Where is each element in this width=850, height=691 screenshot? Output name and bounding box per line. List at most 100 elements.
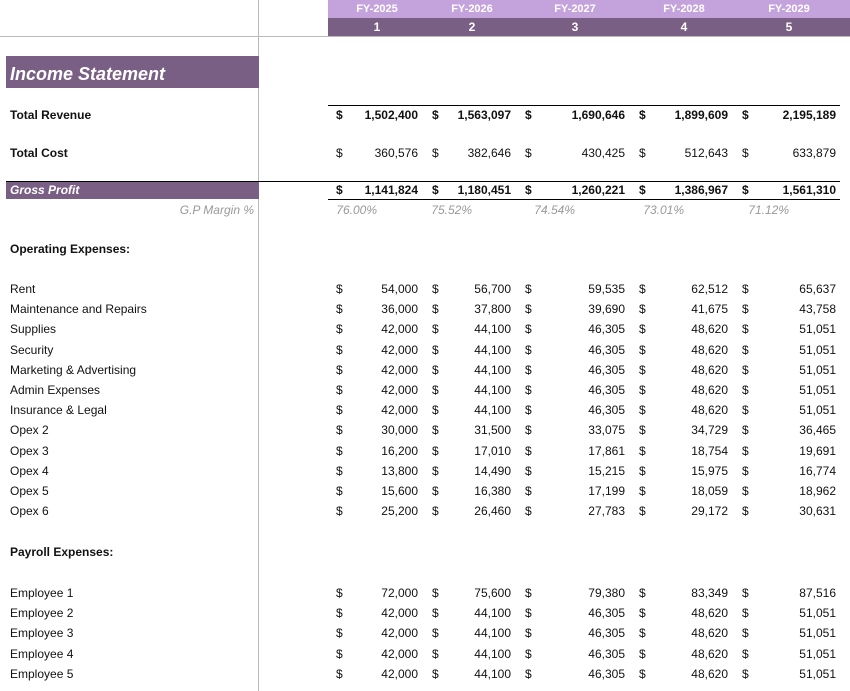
- currency-symbol: $: [336, 362, 343, 377]
- cell-value: 15,600: [381, 484, 418, 498]
- cell-value: 56,700: [474, 282, 511, 296]
- section-title: Operating Expenses:: [10, 242, 131, 256]
- cell-value: 51,051: [799, 666, 836, 681]
- cell-value: 42,000: [381, 606, 418, 621]
- currency-symbol: $: [336, 183, 343, 197]
- currency-symbol: $: [525, 322, 532, 337]
- currency-symbol: $: [742, 403, 749, 418]
- currency-symbol: $: [742, 322, 749, 337]
- currency-symbol: $: [336, 302, 343, 317]
- currency-symbol: $: [336, 626, 343, 641]
- currency-symbol: $: [639, 646, 646, 661]
- period-header: 1: [373, 20, 381, 34]
- cell-value: 13,800: [381, 463, 418, 478]
- currency-symbol: $: [432, 484, 439, 498]
- cell-value: 18,962: [799, 484, 836, 498]
- cell-value: 1,563,097: [457, 108, 511, 122]
- currency-symbol: $: [525, 666, 532, 681]
- cell-value: 633,879: [792, 146, 836, 160]
- currency-symbol: $: [525, 423, 532, 438]
- currency-symbol: $: [639, 183, 646, 197]
- cell-value: 44,100: [474, 342, 511, 357]
- cell-value: 48,620: [691, 342, 728, 357]
- currency-symbol: $: [336, 504, 343, 519]
- currency-symbol: $: [742, 183, 749, 197]
- cell-value: 46,305: [588, 606, 625, 621]
- cell-value: 42,000: [381, 383, 418, 397]
- currency-symbol: $: [742, 282, 749, 296]
- currency-symbol: $: [742, 342, 749, 357]
- cell-value: 46,305: [588, 383, 625, 397]
- currency-symbol: $: [742, 108, 749, 122]
- cell-value: 75,600: [474, 586, 511, 600]
- cell-value: 430,425: [581, 146, 625, 160]
- currency-symbol: $: [742, 666, 749, 681]
- cell-value: 44,100: [474, 626, 511, 641]
- currency-symbol: $: [525, 183, 532, 197]
- cell-value: 42,000: [381, 626, 418, 641]
- currency-symbol: $: [432, 322, 439, 337]
- cell-value: 48,620: [691, 646, 728, 661]
- currency-symbol: $: [639, 362, 646, 377]
- cell-value: 46,305: [588, 322, 625, 337]
- cell-value: 14,490: [474, 463, 511, 478]
- cell-value: 46,305: [588, 626, 625, 641]
- cell-value: 51,051: [799, 362, 836, 377]
- currency-symbol: $: [525, 282, 532, 296]
- currency-symbol: $: [639, 342, 646, 357]
- cell-value: 44,100: [474, 666, 511, 681]
- row-label: Gross Profit: [10, 183, 80, 197]
- cell-value: 1,561,310: [782, 183, 836, 197]
- row-label: Opex 2: [10, 423, 49, 438]
- cell-value: 46,305: [588, 403, 625, 418]
- row-label: Employee 4: [10, 646, 74, 661]
- currency-symbol: $: [639, 302, 646, 317]
- cell-value: 36,000: [381, 302, 418, 317]
- cell-value: 1,502,400: [364, 108, 418, 122]
- cell-value: 46,305: [588, 666, 625, 681]
- currency-symbol: $: [525, 342, 532, 357]
- currency-symbol: $: [525, 504, 532, 519]
- currency-symbol: $: [432, 282, 439, 296]
- currency-symbol: $: [336, 322, 343, 337]
- currency-symbol: $: [742, 362, 749, 377]
- cell-value: 16,380: [474, 484, 511, 498]
- cell-value: 76.00%: [336, 203, 377, 217]
- period-header: 3: [571, 20, 579, 34]
- currency-symbol: $: [742, 383, 749, 397]
- currency-symbol: $: [639, 484, 646, 498]
- currency-symbol: $: [639, 108, 646, 122]
- cell-value: 87,516: [799, 586, 836, 600]
- currency-symbol: $: [742, 302, 749, 317]
- cell-value: 42,000: [381, 322, 418, 337]
- currency-symbol: $: [336, 463, 343, 478]
- currency-symbol: $: [742, 484, 749, 498]
- currency-symbol: $: [432, 302, 439, 317]
- currency-symbol: $: [742, 586, 749, 600]
- year-header: FY-2027: [554, 3, 596, 15]
- currency-symbol: $: [336, 443, 343, 458]
- currency-symbol: $: [742, 606, 749, 621]
- row-label: Total Cost: [10, 146, 68, 160]
- currency-symbol: $: [525, 108, 532, 122]
- currency-symbol: $: [336, 586, 343, 600]
- currency-symbol: $: [525, 146, 532, 160]
- cell-value: 33,075: [588, 423, 625, 438]
- cell-value: 46,305: [588, 342, 625, 357]
- currency-symbol: $: [525, 626, 532, 641]
- year-header: FY-2026: [451, 3, 493, 15]
- row-label: Opex 6: [10, 504, 49, 519]
- cell-value: 51,051: [799, 646, 836, 661]
- year-header: FY-2028: [663, 3, 705, 15]
- currency-symbol: $: [639, 586, 646, 600]
- cell-value: 34,729: [691, 423, 728, 438]
- header-border: [0, 36, 850, 37]
- row-label: Employee 1: [10, 586, 74, 600]
- currency-symbol: $: [336, 484, 343, 498]
- cell-value: 16,200: [381, 443, 418, 458]
- cell-value: 48,620: [691, 362, 728, 377]
- cell-value: 42,000: [381, 342, 418, 357]
- currency-symbol: $: [742, 146, 749, 160]
- row-label: Security: [10, 342, 54, 357]
- cell-value: 48,620: [691, 322, 728, 337]
